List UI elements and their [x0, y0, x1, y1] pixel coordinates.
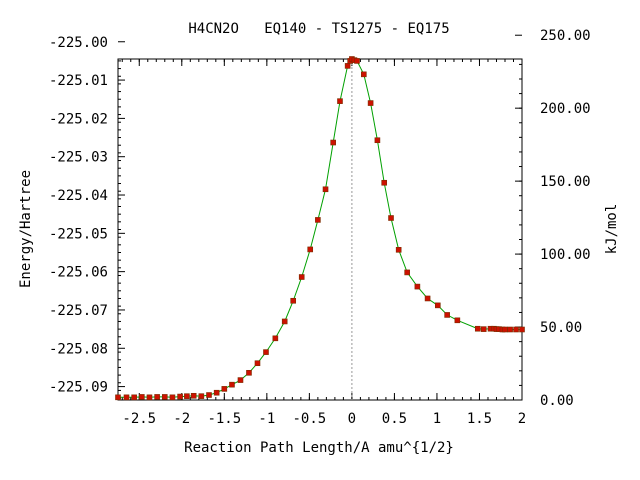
- y-tick-label: -225.03: [49, 150, 108, 166]
- data-point: [254, 360, 261, 367]
- y2-tick-label: 50.00: [540, 320, 582, 336]
- data-point: [454, 317, 461, 324]
- y2-tick-label: 100.00: [540, 247, 591, 263]
- data-point: [474, 325, 481, 332]
- y-tick-label: -225.01: [49, 73, 108, 89]
- data-point: [307, 246, 314, 253]
- data-point: [344, 63, 351, 69]
- data-point: [315, 217, 321, 223]
- data-point: [290, 297, 297, 304]
- chart-title: H4CN2O EQ140 - TS1275 - EQ175: [188, 21, 449, 37]
- data-point: [507, 326, 513, 333]
- data-point: [322, 186, 329, 193]
- data-point: [190, 392, 197, 399]
- y2-axis-label: kJ/mol: [604, 204, 620, 255]
- data-point: [229, 381, 235, 388]
- data-point: [139, 394, 145, 400]
- data-point: [374, 137, 381, 144]
- y-tick-label: -225.02: [49, 111, 108, 127]
- data-point: [206, 392, 212, 398]
- x-axis-label: Reaction Path Length/A amu^{1/2}: [184, 440, 454, 456]
- data-point: [161, 394, 168, 400]
- data-point: [237, 377, 244, 383]
- x-tick-label: 0.5: [382, 411, 407, 427]
- data-point: [213, 389, 220, 396]
- data-point: [404, 269, 410, 276]
- y-tick-label: -225.09: [49, 380, 108, 396]
- data-point: [388, 215, 394, 221]
- data-point: [354, 58, 360, 64]
- x-tick-label: -1: [258, 411, 275, 427]
- y2-tick-label: 150.00: [540, 174, 591, 190]
- x-tick-label: 0: [348, 411, 356, 427]
- data-point: [272, 335, 279, 342]
- data-point: [246, 369, 252, 376]
- data-point: [395, 247, 402, 253]
- data-point: [169, 394, 176, 401]
- data-point: [381, 179, 388, 186]
- data-point: [177, 393, 183, 400]
- x-tick-label: -1.5: [207, 411, 241, 427]
- plot-area: -2.5 -2 -1.5 -1 -0.5 0 0.5 1 1.5 2 -225.09 -225.08 -…: [49, 28, 591, 427]
- data-point: [184, 393, 190, 399]
- y2-tick-label: 0.00: [540, 393, 574, 409]
- data-point: [502, 326, 508, 333]
- y-tick-label: -225.08: [49, 341, 108, 357]
- y-tick-label: -225.05: [49, 226, 108, 242]
- data-point: [198, 393, 205, 399]
- data-point: [513, 326, 519, 333]
- y-tick-label: -225.06: [49, 265, 108, 281]
- y-axis-label: Energy/Hartree: [18, 170, 34, 288]
- x-tick-label: 2: [518, 411, 526, 427]
- x-tick-label: 1.5: [467, 411, 492, 427]
- data-point: [298, 274, 305, 280]
- y-tick-label: -225.00: [49, 35, 108, 51]
- data-point: [281, 318, 288, 325]
- data-point: [131, 394, 137, 401]
- x-tick-label: -2.5: [122, 411, 156, 427]
- data-point: [519, 326, 525, 333]
- data-point: [221, 386, 228, 392]
- x-tick-label: 1: [433, 411, 441, 427]
- plot-frame: [117, 58, 523, 401]
- y-tick-label: -225.04: [49, 188, 108, 204]
- y2-tick-label: 250.00: [540, 28, 591, 44]
- data-point: [361, 71, 367, 78]
- data-point: [115, 394, 121, 401]
- energy-curve: [118, 58, 522, 398]
- data-point: [424, 295, 431, 302]
- data-point: [434, 302, 441, 309]
- data-point: [414, 283, 421, 290]
- data-point: [154, 394, 160, 400]
- data-point: [444, 312, 450, 318]
- x-tick-label: -2: [173, 411, 190, 427]
- data-point: [337, 98, 343, 104]
- data-point: [480, 326, 487, 332]
- data-point: [263, 349, 269, 355]
- data-point: [330, 139, 336, 146]
- y2-tick-label: 200.00: [540, 101, 591, 117]
- data-point: [123, 394, 130, 401]
- data-point: [367, 100, 374, 106]
- x-tick-label: -0.5: [293, 411, 327, 427]
- y-tick-label: -225.07: [49, 303, 108, 319]
- data-point: [146, 394, 153, 401]
